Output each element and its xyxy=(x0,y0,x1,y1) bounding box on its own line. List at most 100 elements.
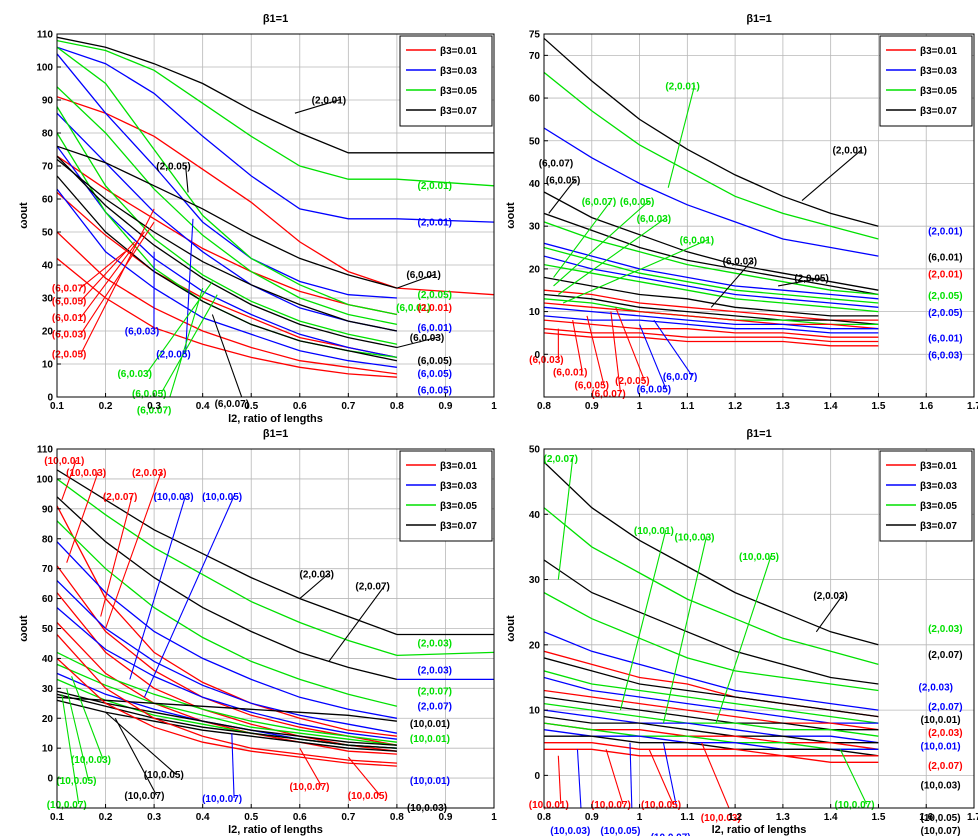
series-line-1 xyxy=(544,37,879,227)
x-tick-label: 0.7 xyxy=(341,812,355,823)
annotation-label: (2,0.03) xyxy=(418,638,452,649)
annotation-label: (10,0.01) xyxy=(634,526,674,537)
annotation-leader xyxy=(619,529,667,711)
series-line-19 xyxy=(544,328,879,343)
y-tick-label: 70 xyxy=(42,564,54,575)
annotation-leader xyxy=(667,85,696,188)
annotation-leader xyxy=(105,471,162,629)
annotation-label: (10,0.05) xyxy=(144,770,184,781)
legend-box xyxy=(399,35,493,127)
series-line-1 xyxy=(57,96,398,289)
legend-label: β3=0.05 xyxy=(920,86,957,97)
series-line-2 xyxy=(544,71,879,240)
annotation-label: (6,0.07) xyxy=(52,283,86,294)
series-line-1 xyxy=(544,461,879,646)
annotation-leader xyxy=(347,756,381,796)
series-line-19 xyxy=(57,155,398,349)
legend-label: β3=0.07 xyxy=(920,106,957,117)
y-axis-label: ωout xyxy=(18,202,30,229)
annotation-leader xyxy=(396,336,440,349)
y-tick-label: 10 xyxy=(529,706,541,717)
annotation-label: (6,0.03) xyxy=(637,214,671,225)
x-tick-label: 0.8 xyxy=(537,812,551,823)
annotation-label: (10,0.05) xyxy=(921,813,961,824)
series-line-10 xyxy=(544,689,879,731)
annotation-label: (2,0.05) xyxy=(52,349,86,360)
legend-label: β3=0.03 xyxy=(440,481,477,492)
annotation-label: (6,0.05) xyxy=(418,386,452,397)
annotation-label: (6,0.07) xyxy=(539,158,573,169)
x-tick-label: 0.5 xyxy=(244,401,258,412)
annotation-leader xyxy=(553,200,612,278)
annotation-label: (10,0.03) xyxy=(701,813,741,824)
y-tick-label: 10 xyxy=(42,360,54,371)
x-tick-label: 0.8 xyxy=(390,812,404,823)
annotation-leader xyxy=(299,747,322,787)
annotation-label: (6,0.07) xyxy=(215,399,249,410)
legend-label: β3=0.01 xyxy=(920,46,957,57)
annotation-leader xyxy=(184,165,189,193)
series-line-13 xyxy=(544,293,879,326)
y-tick-label: 90 xyxy=(42,504,54,515)
annotation-leader xyxy=(184,218,194,354)
annotation-label: (2,0.03) xyxy=(919,683,953,694)
annotation-label: (10,0.01) xyxy=(921,741,961,752)
series-line-4 xyxy=(57,505,397,737)
right-series-line-2 xyxy=(396,218,494,223)
legend-label: β3=0.07 xyxy=(920,521,957,532)
series-group xyxy=(57,36,494,397)
series-line-11 xyxy=(57,622,397,755)
annotation-leader xyxy=(839,749,868,805)
x-tick-label: 0.1 xyxy=(50,401,64,412)
y-tick-label: 40 xyxy=(529,510,541,521)
series-line-5 xyxy=(544,212,879,296)
annotation-label: (10,0.07) xyxy=(124,791,164,802)
x-tick-label: 1.6 xyxy=(919,401,933,412)
annotation-label: (6,0.01) xyxy=(418,323,452,334)
x-tick-label: 0.9 xyxy=(585,812,599,823)
x-tick-label: 1.5 xyxy=(871,401,885,412)
annotation-label: (2,0.01) xyxy=(418,303,452,314)
x-tick-label: 0.7 xyxy=(341,401,355,412)
annotation-label: (2,0.07) xyxy=(543,454,577,465)
series-line-17 xyxy=(57,693,397,749)
x-tick-label: 0.8 xyxy=(390,401,404,412)
annotation-leader xyxy=(586,315,605,385)
y-tick-label: 50 xyxy=(42,228,54,239)
x-tick-label: 1.7 xyxy=(967,812,978,823)
annotation-label: (10,0.07) xyxy=(651,833,691,836)
y-tick-label: 90 xyxy=(42,96,54,107)
annotation-label: (10,0.05) xyxy=(202,492,242,503)
series-line-12 xyxy=(57,46,398,316)
y-tick-label: 0 xyxy=(534,350,540,361)
annotation-label: (6,0.01) xyxy=(553,368,587,379)
series-line-6 xyxy=(57,541,398,719)
y-tick-label: 0 xyxy=(534,771,540,782)
annotation-label: (2,0.03) xyxy=(418,665,452,676)
series-line-10 xyxy=(544,263,879,313)
annotation-label: (2,0.05) xyxy=(418,290,452,301)
annotation-leader xyxy=(548,179,576,214)
series-line-19 xyxy=(544,742,879,757)
chart-panel-3: (10,0.01)(10,0.03) (2,0.03)(2,0.07) (10,0.… xyxy=(18,428,497,836)
series-line-4 xyxy=(544,592,879,692)
series-line-4 xyxy=(544,191,879,291)
series-group xyxy=(57,459,494,805)
y-tick-label: 70 xyxy=(42,162,54,173)
plot-frame xyxy=(56,33,495,398)
annotation-label: (10,0.01) xyxy=(410,734,450,745)
annotation-label: (6,0.03) xyxy=(125,326,159,337)
annotation-label: (10,0.05) xyxy=(600,826,640,836)
annotation-label: (6,0.05) xyxy=(418,356,452,367)
annotation-label: (6,0.03) xyxy=(117,369,151,380)
annotation-leader xyxy=(553,200,650,287)
series-group xyxy=(544,457,879,808)
annotation-label: (2,0.01) xyxy=(928,227,962,238)
annotation-label: (6,0.01) xyxy=(406,270,440,281)
annotation-label: (10,0.07) xyxy=(47,800,87,811)
annotation-label: (6,0.07) xyxy=(582,197,616,208)
annotation-label: (2,0.03) xyxy=(928,624,962,635)
annotation-label: (10,0.03) xyxy=(674,532,714,543)
annotation-label: (10,0.03) xyxy=(154,492,194,503)
annotation-leader xyxy=(61,694,80,805)
